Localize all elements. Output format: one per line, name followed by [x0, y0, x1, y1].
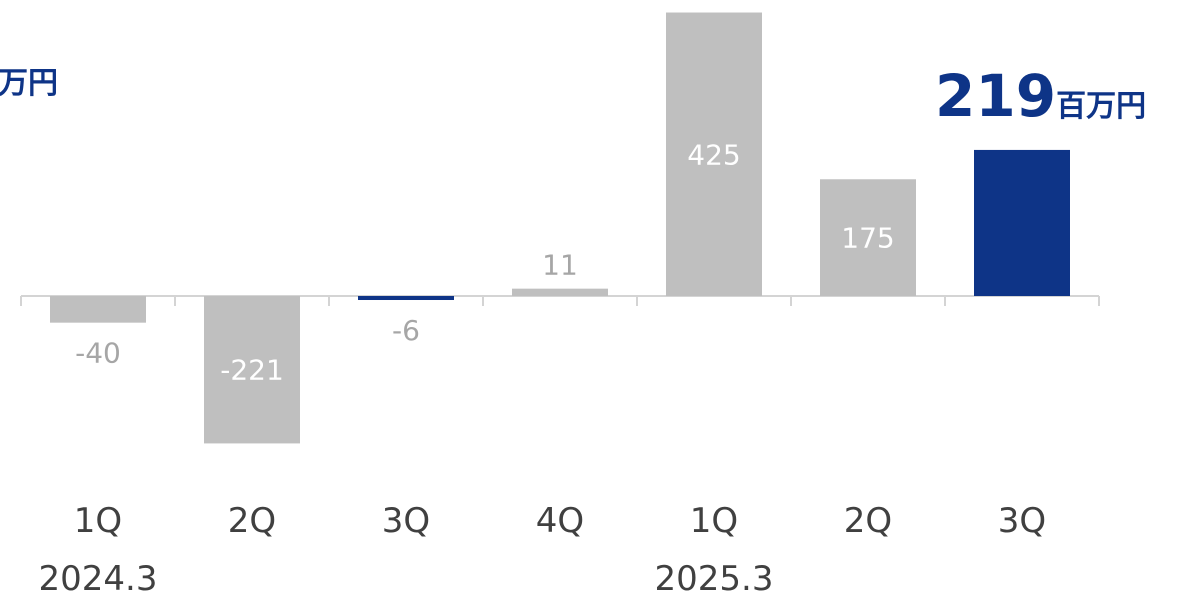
data-label: -221 [220, 354, 284, 387]
category-label: 2Q [844, 501, 892, 541]
data-label: -6 [392, 314, 420, 347]
bar [358, 296, 454, 301]
category-label: 1Q [690, 501, 738, 541]
bar [50, 296, 146, 323]
bar [512, 288, 608, 296]
highlight-value: 219 [935, 62, 1057, 130]
data-label: 11 [542, 249, 578, 282]
highlight-unit: 百万円 [1056, 89, 1147, 124]
data-label: -40 [75, 337, 121, 370]
year-label: 2025.3 [655, 559, 774, 593]
data-label: 425 [687, 138, 740, 171]
bar [666, 12, 762, 297]
category-label: 3Q [382, 501, 430, 541]
year-label: 2024.3 [39, 559, 158, 593]
category-label: 2Q [228, 501, 276, 541]
bar [974, 149, 1070, 296]
data-label: 175 [841, 222, 894, 255]
unit-label: 万円 [0, 66, 58, 101]
category-label: 3Q [998, 501, 1046, 541]
highlight-callout: 219百万円 [935, 62, 1146, 130]
category-label: 1Q [74, 501, 122, 541]
bar [820, 179, 916, 296]
category-label: 4Q [536, 501, 584, 541]
bar [204, 296, 300, 444]
